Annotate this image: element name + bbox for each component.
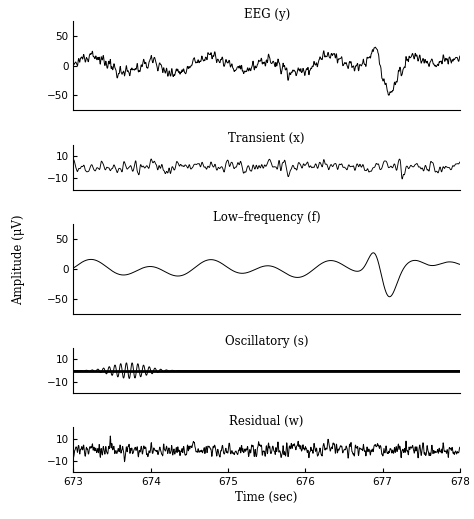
Title: Low–frequency (f): Low–frequency (f): [213, 211, 320, 224]
Title: Transient (x): Transient (x): [228, 132, 305, 145]
Title: Residual (w): Residual (w): [229, 415, 304, 428]
Text: Amplitude (μV): Amplitude (μV): [12, 214, 25, 305]
Title: Oscillatory (s): Oscillatory (s): [225, 335, 309, 348]
X-axis label: Time (sec): Time (sec): [236, 491, 298, 504]
Title: EEG (y): EEG (y): [244, 8, 290, 21]
